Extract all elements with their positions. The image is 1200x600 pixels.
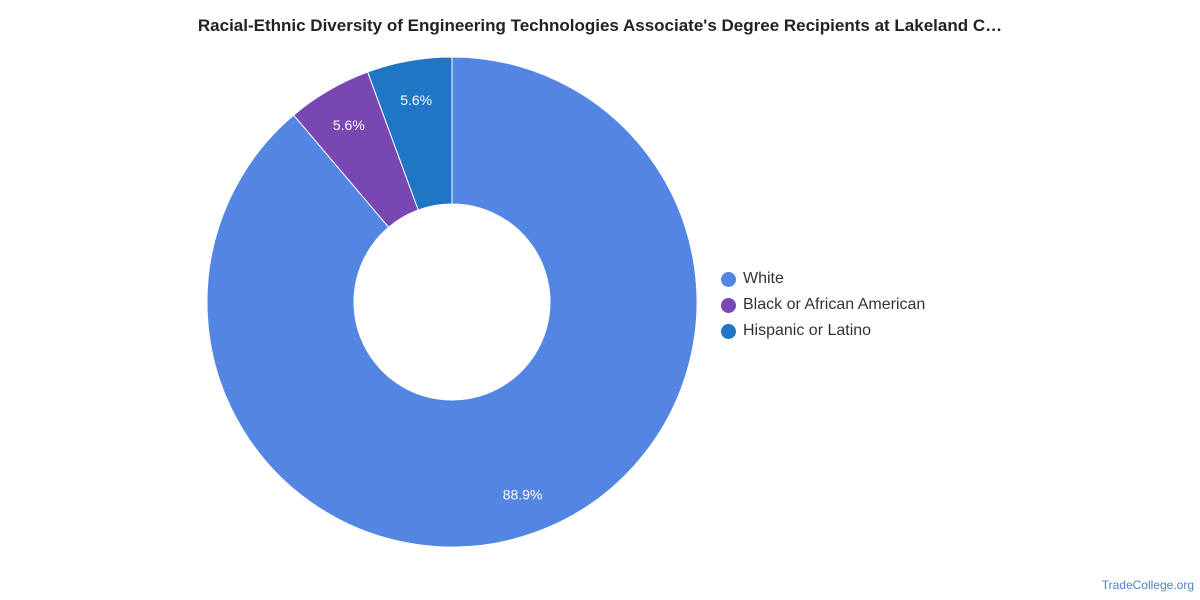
slice-label: 5.6% xyxy=(333,117,365,133)
watermark: TradeCollege.org xyxy=(1101,578,1194,592)
legend-item[interactable]: Hispanic or Latino xyxy=(721,318,925,344)
slice-label: 88.9% xyxy=(503,486,543,502)
legend-swatch xyxy=(721,271,736,287)
slice-white[interactable] xyxy=(206,56,698,548)
legend-label: Hispanic or Latino xyxy=(743,322,872,339)
legend-label: White xyxy=(743,270,784,287)
legend-swatch xyxy=(721,323,736,339)
legend-swatch xyxy=(721,297,736,313)
legend: White Black or African American Hispanic o… xyxy=(721,266,925,344)
chart-title: Racial-Ethnic Diversity of Engineering T… xyxy=(197,16,1003,35)
slice-hispanic-or-latino[interactable] xyxy=(367,56,453,211)
legend-item[interactable]: Black or African American xyxy=(721,292,925,318)
slice-label: 5.6% xyxy=(400,92,432,108)
legend-item[interactable]: White xyxy=(721,266,925,292)
legend-label: Black or African American xyxy=(743,296,926,313)
